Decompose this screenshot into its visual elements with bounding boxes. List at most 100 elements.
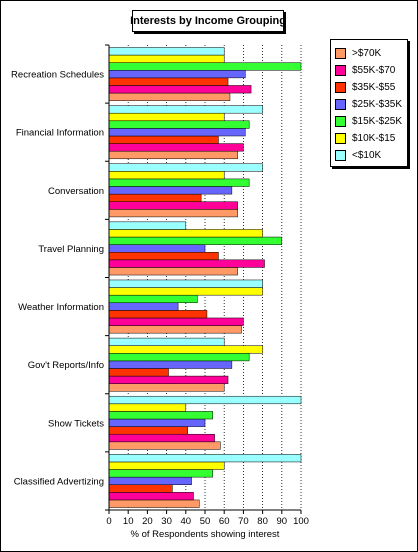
x-tick-label: 10 [123,516,134,527]
bar [108,150,238,160]
bar [108,221,187,230]
x-tick-label: 100 [293,516,309,527]
bar [108,310,208,319]
bar [108,128,246,137]
y-tick-label: Gov't Reports/Info [28,360,104,371]
bar [108,47,225,56]
bar [108,375,229,384]
bar [108,112,225,122]
bar [108,461,225,470]
legend-label: $25K-$35K [352,98,403,110]
bar [108,143,244,152]
x-tick-label: 90 [277,516,288,527]
x-tick-label: 60 [219,516,230,527]
x-tick-label: 50 [200,516,211,527]
bar [108,353,250,362]
bar [108,469,213,478]
bar [108,368,169,377]
bar [108,178,250,187]
bar [108,229,263,238]
bar [108,433,215,443]
bar [108,85,252,94]
bar [108,201,238,210]
legend-swatch [335,98,346,110]
bar [108,360,233,369]
y-tick-label: Conversation [48,186,104,197]
legend-item: $15K-$25K [335,114,402,128]
y-tick-label: Travel Planning [38,244,104,255]
y-tick-label: Classified Advertizing [14,476,104,487]
legend-item: $25K-$35K [335,97,402,111]
bar [108,105,263,114]
bar [108,287,263,296]
legend-item: $55K-$70 [335,63,395,77]
bar [108,484,173,493]
chart-legend: >$70K $55K-$70 $35K-$55 $25K-$35K $15K-$25K $… [330,39,408,167]
bar [108,294,198,304]
bar [108,54,225,63]
bar [108,403,187,412]
legend-label: $10K-$15 [352,132,396,144]
bar [108,476,192,485]
bar [108,171,225,180]
bar [108,441,221,450]
legend-swatch [335,115,346,127]
bar [108,411,213,420]
legend-swatch [335,81,346,93]
legend-swatch [335,149,346,161]
legend-item: >$70K [335,46,381,60]
bar [108,120,250,129]
legend-label: $15K-$25K [352,115,403,127]
bar [108,383,225,392]
y-tick-label: Show Tickets [48,418,104,429]
x-tick-label: 80 [257,516,268,527]
bar [108,426,188,435]
bar [108,244,206,253]
x-tick-label: 30 [161,516,172,527]
x-axis-title: % of Respondents showing interest [131,529,280,540]
bar [108,454,302,463]
legend-swatch [335,64,346,76]
bar [108,499,200,508]
legend-swatch [335,132,346,144]
bar [108,186,233,195]
legend-label: <$10K [352,149,382,161]
legend-label: >$70K [352,47,382,59]
y-tick-label: Recreation Schedules [11,70,104,81]
legend-label: $55K-$70 [352,64,396,76]
bar [108,259,265,268]
bar [108,345,263,354]
x-tick-label: 40 [181,516,192,527]
legend-item: $10K-$15 [335,131,395,145]
bar [108,251,219,261]
bar [108,209,238,218]
bar [108,135,219,144]
bar [108,302,179,311]
x-tick-label: 0 [106,516,111,527]
bar [108,77,229,86]
x-tick-label: 70 [238,516,249,527]
bar [108,267,238,276]
bar [108,70,246,79]
bar [108,92,231,101]
bar [108,279,263,288]
legend-label: $35K-$55 [352,81,396,93]
bar [108,337,225,346]
bar [108,236,283,245]
bar [108,317,244,326]
bar [108,62,302,71]
legend-item: <$10K [335,148,381,162]
bar [108,418,206,427]
bar [108,492,194,501]
bar [108,395,302,405]
bar [108,325,242,334]
x-tick-label: 20 [142,516,153,527]
y-tick-label: Financial Information [16,128,104,139]
bar [108,193,202,202]
chart-title: Interests by Income Grouping [130,10,286,32]
legend-item: $35K-$55 [335,80,395,94]
bar [108,163,263,172]
legend-swatch [335,47,346,59]
y-tick-label: Weather Information [18,302,104,313]
